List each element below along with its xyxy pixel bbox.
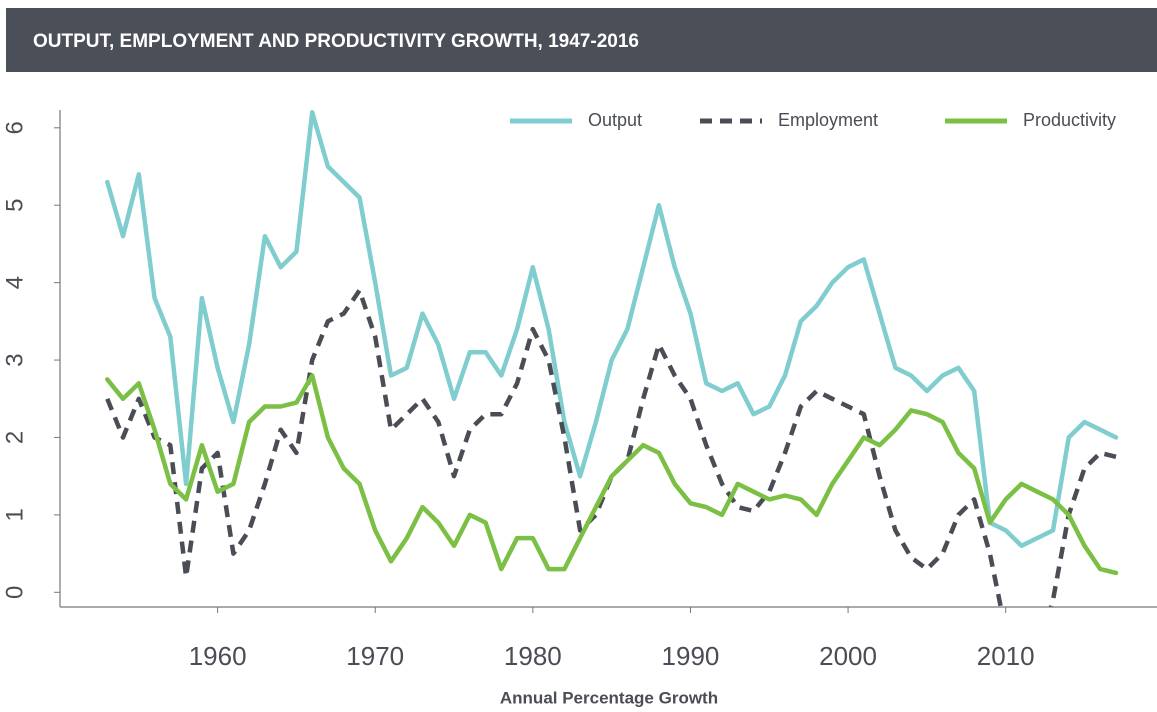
x-tick-label: 1990 [662, 641, 720, 671]
chart-title: OUTPUT, EMPLOYMENT AND PRODUCTIVITY GROW… [33, 31, 639, 52]
x-tick-label: 2000 [819, 641, 877, 671]
y-tick-label: 3 [1, 353, 28, 366]
series-line [105, 288, 1117, 607]
x-tick-label: 1960 [189, 641, 247, 671]
x-tick-label: 2010 [977, 641, 1035, 671]
y-tick-label: 0 [1, 586, 28, 599]
legend-label: Employment [778, 110, 878, 130]
x-axis-label: Annual Percentage Growth [500, 688, 718, 707]
series-line [105, 110, 1119, 549]
x-tick-label: 1970 [346, 641, 404, 671]
plot-area [105, 110, 1119, 607]
y-tick-label: 2 [1, 431, 28, 444]
y-tick-label: 6 [1, 121, 28, 134]
legend-label: Output [588, 110, 642, 130]
series-line [105, 373, 1119, 576]
y-tick-label: 5 [1, 199, 28, 212]
y-tick-label: 4 [1, 276, 28, 289]
legend-label: Productivity [1023, 110, 1116, 130]
y-tick-label: 1 [1, 508, 28, 521]
title-banner [6, 8, 1157, 72]
x-tick-label: 1980 [504, 641, 562, 671]
